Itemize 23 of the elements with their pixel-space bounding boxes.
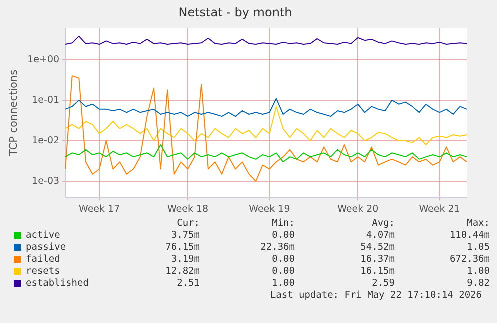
text: Last update: Fri May 22 17:10:14 2026 [270,290,482,301]
text: 2.51 1.00 2.59 9.82 [177,278,490,289]
text: 3.75m 0.00 4.07m 110.44m [171,230,490,241]
legend-label: failed [26,254,60,265]
x-tick-label: Week 19 [249,204,290,215]
text: Cur: Min: Avg: Max: [177,218,490,229]
text: 76.15m 22.36m 54.52m 1.05 [166,242,490,253]
y-tick-label: 1e+00 [28,54,60,66]
legend-label: resets [26,266,60,277]
legend-label: active [26,230,60,241]
x-tick-label: Week 17 [78,204,120,215]
x-tick-label: Week 21 [419,204,460,215]
y-tick-label: 1e-02 [32,135,60,146]
legend-label: passive [26,242,66,253]
legend-label: established [26,278,89,289]
x-tick-label: Week 20 [338,204,379,215]
y-axis-title: TCP connections [8,70,20,158]
text: 3.19m 0.00 16.37m 672.36m [171,254,490,265]
y-tick-label: 1e-01 [32,94,60,106]
y-tick-label: 1e-03 [32,176,60,187]
chart-title: Netstat - by month [178,5,292,20]
text: 12.82m 0.00 16.15m 1.00 [166,266,490,277]
x-tick-label: Week 18 [167,204,209,215]
